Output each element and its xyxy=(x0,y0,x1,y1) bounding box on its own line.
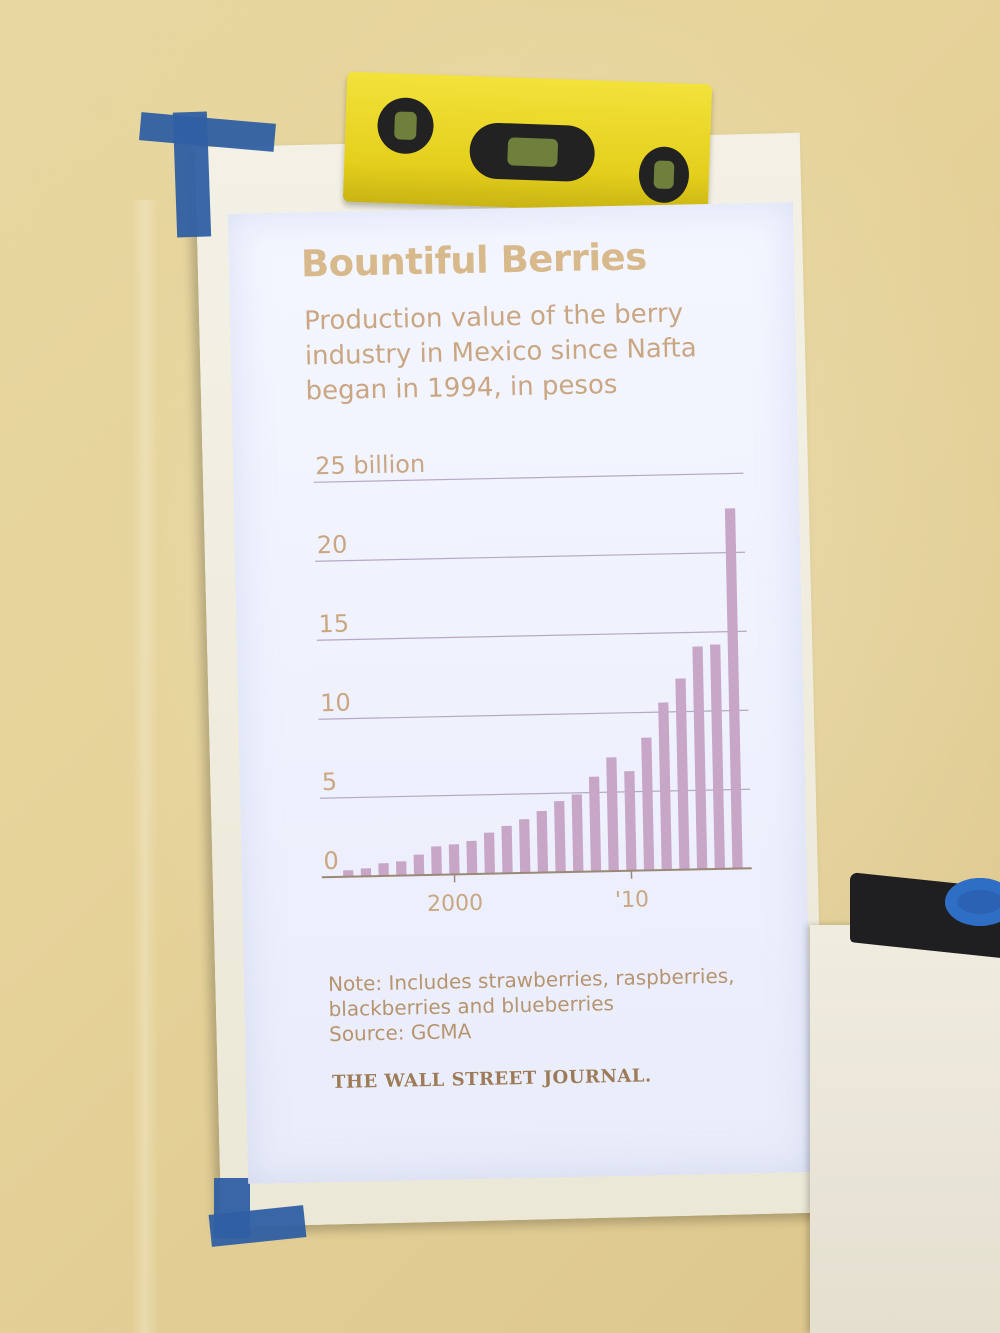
x-tick-label-2000: 2000 xyxy=(427,891,484,917)
bar-2011 xyxy=(641,737,655,871)
wall-light-strip xyxy=(132,200,158,1333)
tape-roll xyxy=(945,878,1000,926)
bar-2001 xyxy=(466,840,478,875)
bar-2004 xyxy=(519,819,531,874)
bar-2003 xyxy=(501,825,513,874)
bar-2012 xyxy=(658,702,672,871)
bar-2015 xyxy=(710,644,726,869)
bar-2014 xyxy=(692,646,708,870)
bar-1998 xyxy=(413,854,425,876)
x-axis-line xyxy=(321,867,752,879)
projected-slide: Bountiful Berries Production value of th… xyxy=(227,202,814,1184)
y-tick-label-25: 25 billion xyxy=(315,450,426,480)
y-tick-label-10: 10 xyxy=(320,689,351,718)
bar-chart: 0 5 10 15 20 25 billion 2000 '10 xyxy=(313,450,752,917)
bar-1997 xyxy=(396,861,407,876)
bar-1995 xyxy=(360,868,372,877)
level-vial-left xyxy=(376,96,435,155)
gridline-25 xyxy=(313,472,744,483)
y-tick-label-0: 0 xyxy=(323,847,339,875)
bar-2009 xyxy=(606,757,619,872)
chart-note: Note: Includes strawberries, raspberries… xyxy=(328,963,749,1047)
bar-2005 xyxy=(536,810,549,873)
blue-tape-top-vertical xyxy=(172,111,212,238)
bar-2008 xyxy=(588,776,602,872)
bar-2013 xyxy=(675,678,690,870)
bar-1996 xyxy=(378,863,389,877)
bar-2002 xyxy=(483,832,496,874)
bar-2016 xyxy=(724,508,743,869)
x-tick-label-2010: '10 xyxy=(615,887,650,913)
level-vial-center xyxy=(468,122,596,183)
bar-2000 xyxy=(448,844,460,875)
gridline-20 xyxy=(315,551,746,562)
y-tick-label-20: 20 xyxy=(317,531,348,560)
bar-2006 xyxy=(554,801,566,873)
y-tick-label-5: 5 xyxy=(322,768,338,796)
chart-title: Bountiful Berries xyxy=(300,235,648,286)
chart-subtitle: Production value of the berry industry i… xyxy=(303,298,697,407)
bar-1994 xyxy=(343,870,354,877)
gridline-15 xyxy=(316,630,747,641)
bar-2010 xyxy=(624,771,637,871)
bubble-level xyxy=(342,71,713,215)
bar-1999 xyxy=(431,846,442,875)
publisher-logo: THE WALL STREET JOURNAL. xyxy=(331,1065,652,1094)
y-tick-label-15: 15 xyxy=(318,610,349,639)
level-vial-right xyxy=(638,145,690,204)
bar-2007 xyxy=(571,794,584,872)
cabinet xyxy=(810,925,1000,1333)
